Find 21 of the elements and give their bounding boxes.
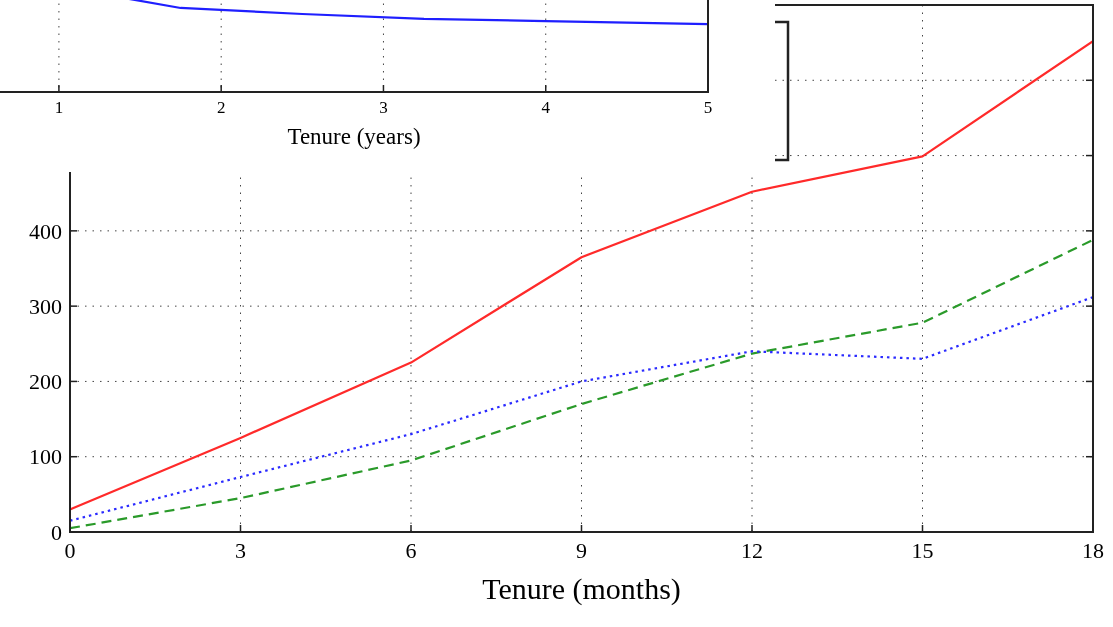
- line-series: [70, 238, 1093, 530]
- y-tick-label: 0: [51, 519, 62, 545]
- x-tick-label: 2: [216, 98, 226, 117]
- x-tick-label: 9: [576, 538, 587, 563]
- x-axis-title: Tenure (years): [287, 124, 421, 150]
- x-axis-title: Tenure (months): [482, 571, 681, 606]
- x-tick-label: 5: [703, 98, 713, 117]
- x-tick-label: 3: [235, 538, 246, 563]
- x-tick-label: 18: [1082, 538, 1104, 563]
- y-tick-label: 200: [29, 369, 62, 395]
- y-tick-label: 400: [29, 218, 62, 244]
- y-tick-label: 100: [29, 444, 62, 470]
- x-tick-label: 6: [405, 538, 417, 563]
- x-tick-label: 15: [911, 538, 934, 563]
- x-tick-label: 3: [379, 98, 388, 117]
- x-tick-label: 12: [741, 538, 763, 563]
- line-series: [70, 296, 1093, 522]
- x-tick-label: 4: [541, 98, 551, 117]
- line-series: [70, 40, 1093, 511]
- x-tick-label: 1: [54, 98, 64, 117]
- y-tick-label: 300: [29, 293, 62, 319]
